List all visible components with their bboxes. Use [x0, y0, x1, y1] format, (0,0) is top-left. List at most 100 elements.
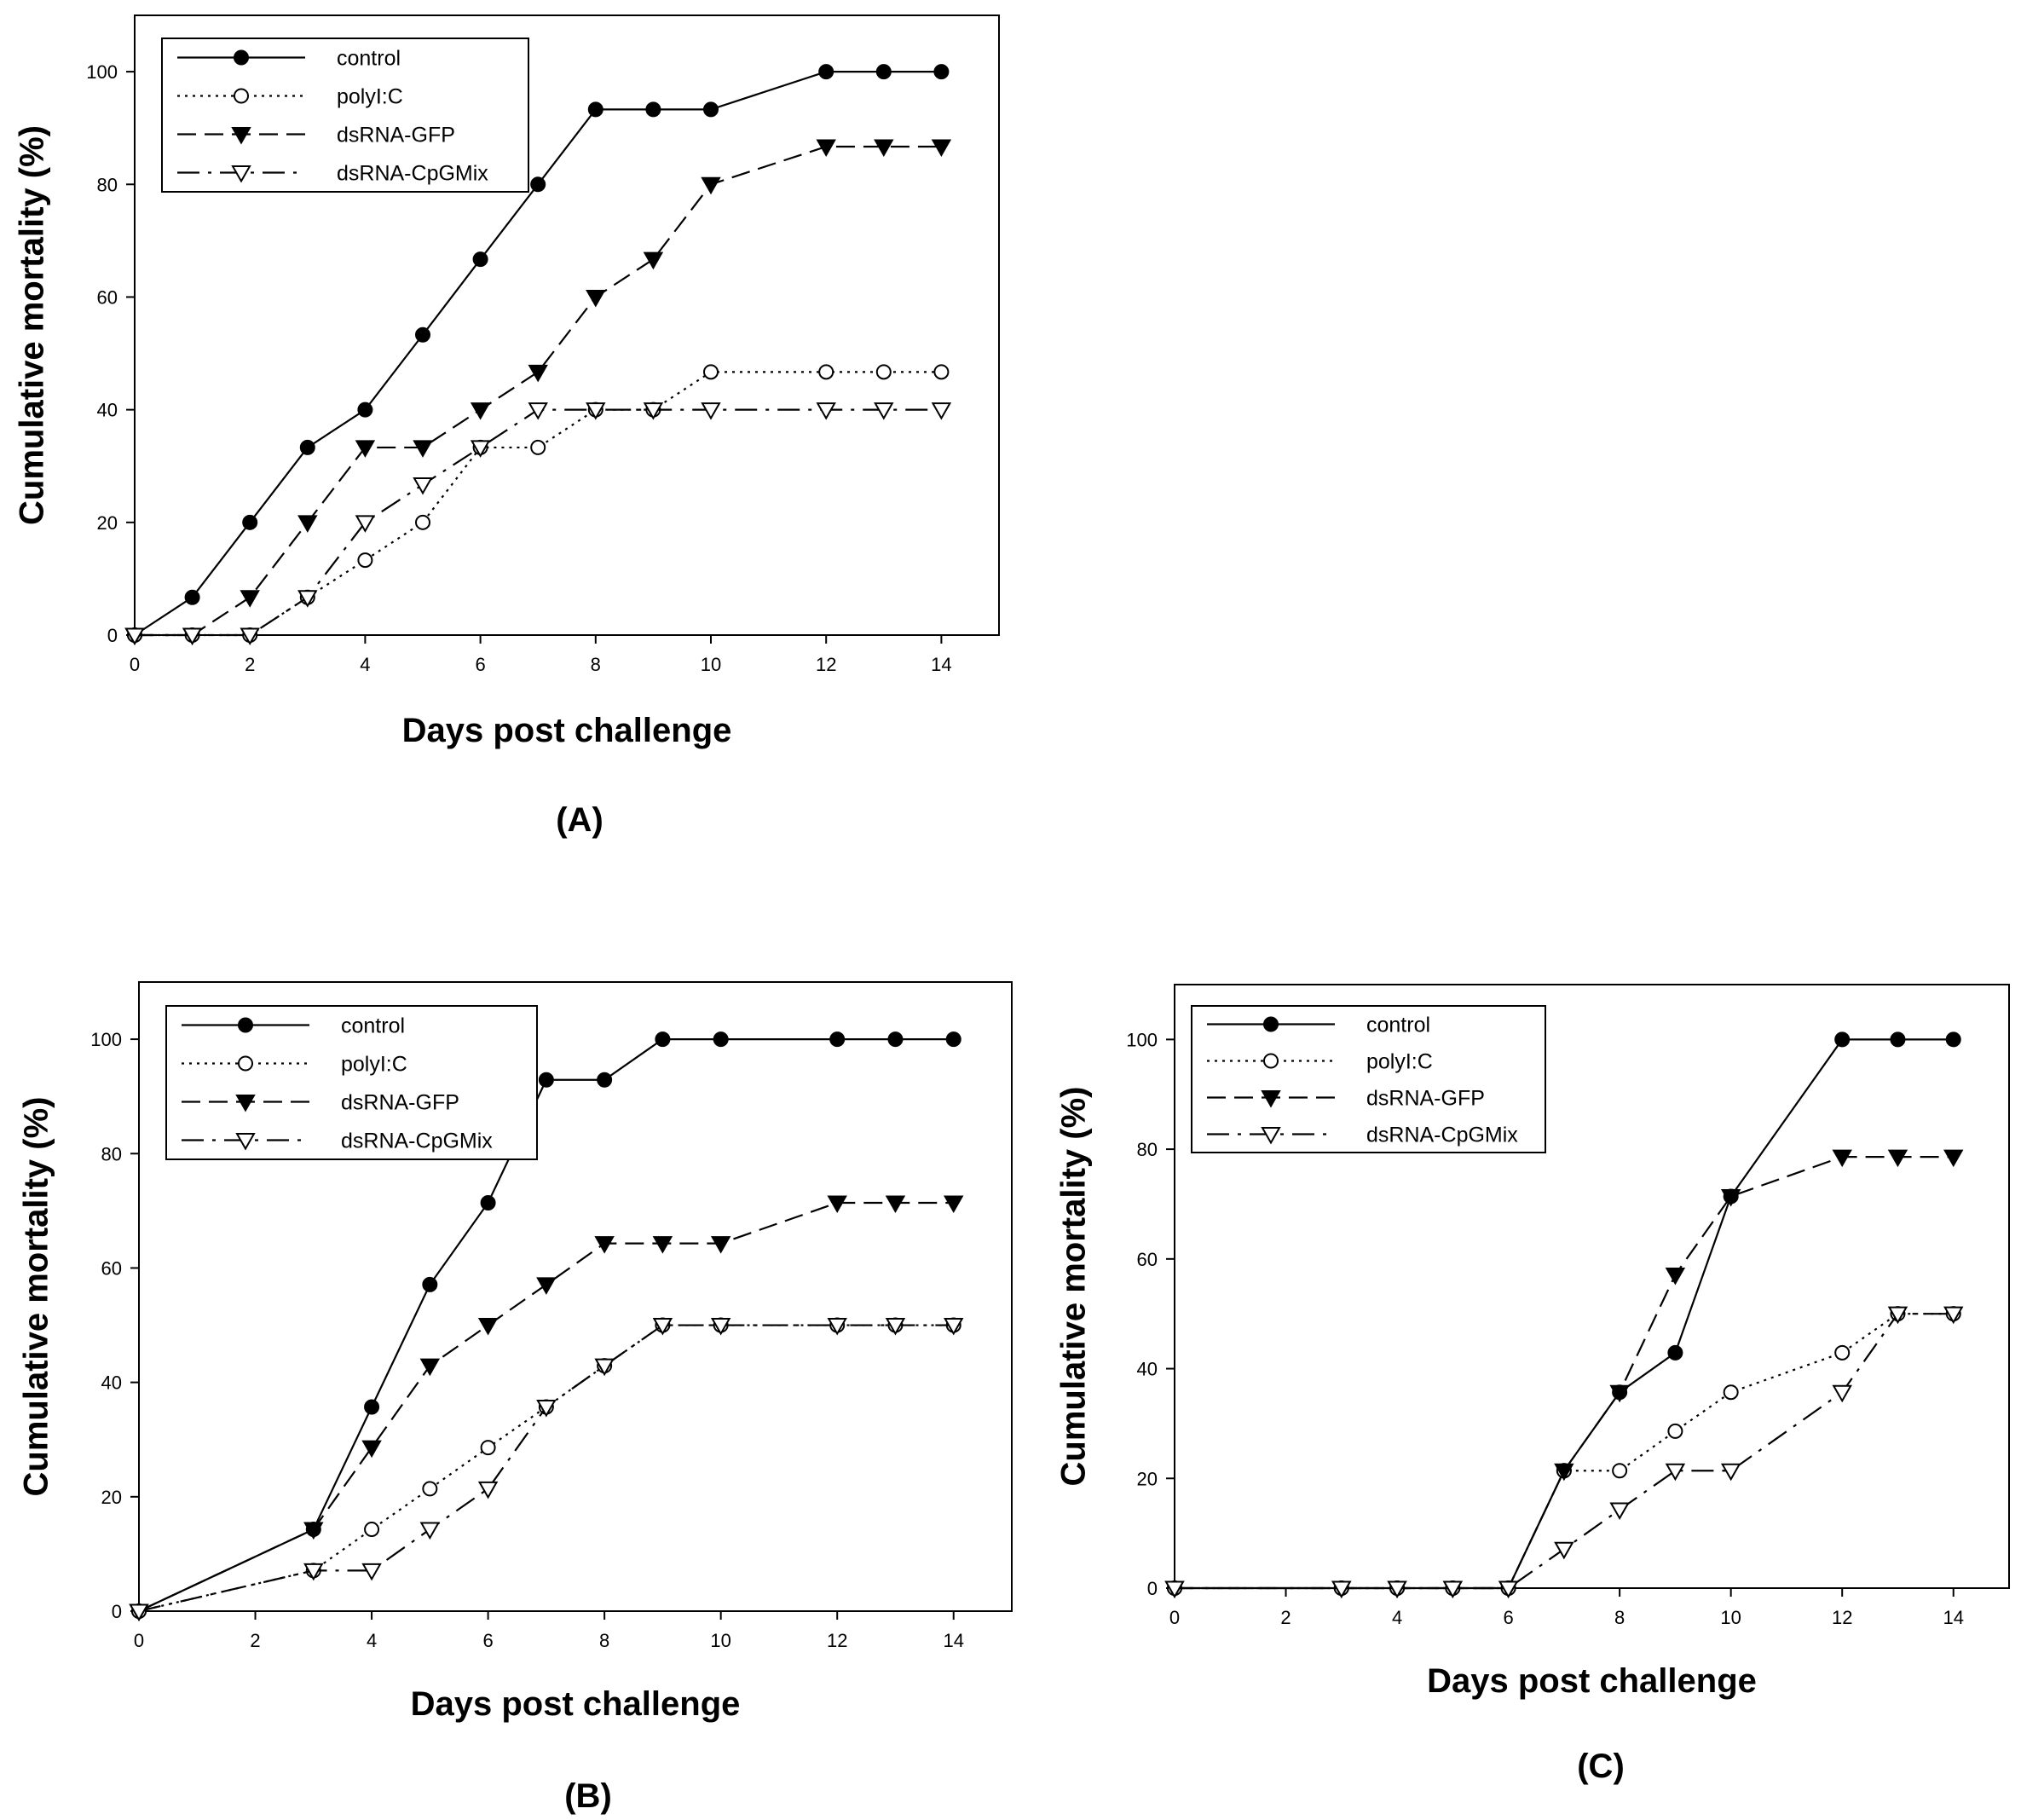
legend-marker: [234, 88, 249, 104]
data-point: [364, 1522, 380, 1538]
data-point: [1612, 1463, 1628, 1479]
x-tick-label: 6: [482, 1630, 493, 1651]
data-point: [1667, 1423, 1683, 1439]
data-point: [413, 477, 433, 495]
x-tick-label: 10: [1720, 1607, 1741, 1628]
series-dsrna-gfp: [124, 139, 952, 646]
y-tick-label: 0: [112, 1601, 122, 1622]
legend-marker: [235, 1095, 256, 1112]
data-point: [703, 101, 719, 118]
data-point: [944, 1195, 964, 1213]
plot-frame: [134, 14, 1000, 636]
panel-label: (C): [1577, 1748, 1625, 1785]
legend-entry: polyI:C: [1366, 1050, 1433, 1074]
x-tick-label: 10: [701, 654, 721, 675]
data-point: [364, 1399, 380, 1415]
legend-marker: [234, 49, 249, 66]
data-point: [419, 1522, 441, 1540]
series-line: [138, 1201, 954, 1612]
data-point: [361, 1563, 382, 1581]
data-point: [710, 1318, 731, 1336]
series-dsrna-cpgmix: [1164, 1306, 1964, 1599]
data-point: [1945, 1031, 1961, 1048]
data-point: [470, 402, 491, 420]
x-tick-label: 2: [1280, 1607, 1291, 1628]
data-point: [528, 402, 548, 420]
x-tick-label: 6: [1503, 1607, 1513, 1628]
data-point: [931, 402, 952, 420]
data-point: [874, 402, 894, 420]
x-tick-label: 4: [367, 1630, 377, 1651]
legend-marker: [1261, 1090, 1281, 1108]
x-tick-label: 12: [1832, 1607, 1852, 1628]
data-point: [1723, 1384, 1739, 1401]
series-dsrna-cpgmix: [124, 402, 952, 646]
data-point: [182, 627, 203, 646]
legend-entry: polyI:C: [337, 85, 403, 109]
data-point: [1331, 1580, 1352, 1599]
series-polyi-c: [131, 1317, 961, 1619]
data-point: [645, 101, 661, 118]
x-tick-label: 0: [1169, 1607, 1180, 1628]
legend: control polyI:C dsRNA-GFP dsRNA-CpGMix: [1191, 1005, 1546, 1153]
legend-entry: control: [1366, 1014, 1430, 1037]
y-tick-label: 100: [90, 1029, 122, 1050]
data-point: [1834, 1344, 1851, 1361]
legend: control polyI:C dsRNA-GFP dsRNA-CpGMix: [165, 1005, 538, 1160]
data-point: [1832, 1149, 1852, 1168]
data-point: [652, 1318, 673, 1336]
data-point: [1665, 1267, 1686, 1286]
series-control: [131, 1031, 961, 1619]
x-tick-label: 8: [591, 654, 601, 675]
x-tick-label: 14: [931, 654, 951, 675]
data-point: [713, 1031, 729, 1048]
data-point: [875, 64, 892, 80]
series-dsrna-gfp: [129, 1195, 964, 1622]
data-point: [587, 101, 603, 118]
y-tick-label: 100: [1126, 1029, 1158, 1050]
chart-panel-b: 0 2 4 6 8 10 12 14 0 20 40 60 80 100 Days post challen…: [18, 981, 1013, 1815]
data-point: [1554, 1541, 1574, 1560]
legend-marker: [238, 1055, 253, 1072]
data-point: [413, 440, 433, 458]
y-axis-title: Cumulative mortality (%): [18, 1097, 55, 1497]
x-tick-label: 8: [1614, 1607, 1625, 1628]
data-point: [480, 1194, 496, 1210]
data-point: [931, 139, 952, 158]
data-point: [1832, 1384, 1852, 1403]
x-tick-label: 2: [250, 1630, 260, 1651]
y-tick-label: 20: [97, 512, 118, 534]
data-point: [240, 590, 260, 608]
x-tick-label: 4: [1392, 1607, 1402, 1628]
data-point: [1665, 1463, 1686, 1482]
x-axis-title: Days post challenge: [411, 1685, 741, 1723]
data-point: [472, 251, 488, 268]
series-dsrna-gfp: [1164, 1149, 1964, 1599]
data-point: [536, 1399, 557, 1418]
data-point: [597, 1072, 613, 1088]
legend-entry: dsRNA-CpGMix: [1366, 1124, 1518, 1147]
series-line: [135, 145, 942, 637]
series-line: [1175, 1313, 1954, 1590]
data-point: [1498, 1580, 1519, 1599]
x-tick-label: 14: [1943, 1607, 1963, 1628]
y-tick-label: 60: [97, 286, 118, 308]
data-point: [1834, 1031, 1851, 1048]
x-tick-label: 14: [943, 1630, 963, 1651]
data-point: [357, 402, 373, 418]
x-tick-label: 6: [475, 654, 485, 675]
y-axis-title: Cumulative mortality (%): [1055, 1087, 1093, 1487]
series-dsrna-cpgmix: [129, 1318, 964, 1622]
data-point: [480, 1440, 496, 1456]
y-tick-label: 60: [101, 1257, 122, 1279]
data-point: [816, 139, 836, 158]
x-tick-label: 8: [599, 1630, 609, 1651]
chart-panel-c: 0 2 4 6 8 10 12 14 0 20 40 60 80 100 Days post challen…: [1055, 984, 2010, 1785]
x-tick-label: 4: [360, 654, 370, 675]
data-point: [1442, 1580, 1464, 1599]
data-point: [422, 1481, 438, 1497]
chart-panel-a: 0 2 4 6 8 10 12 14 0 20 40 60 80 100 Days post challen…: [14, 14, 1000, 839]
data-point: [477, 1318, 499, 1336]
data-point: [818, 364, 834, 380]
legend-box: [165, 1005, 538, 1160]
